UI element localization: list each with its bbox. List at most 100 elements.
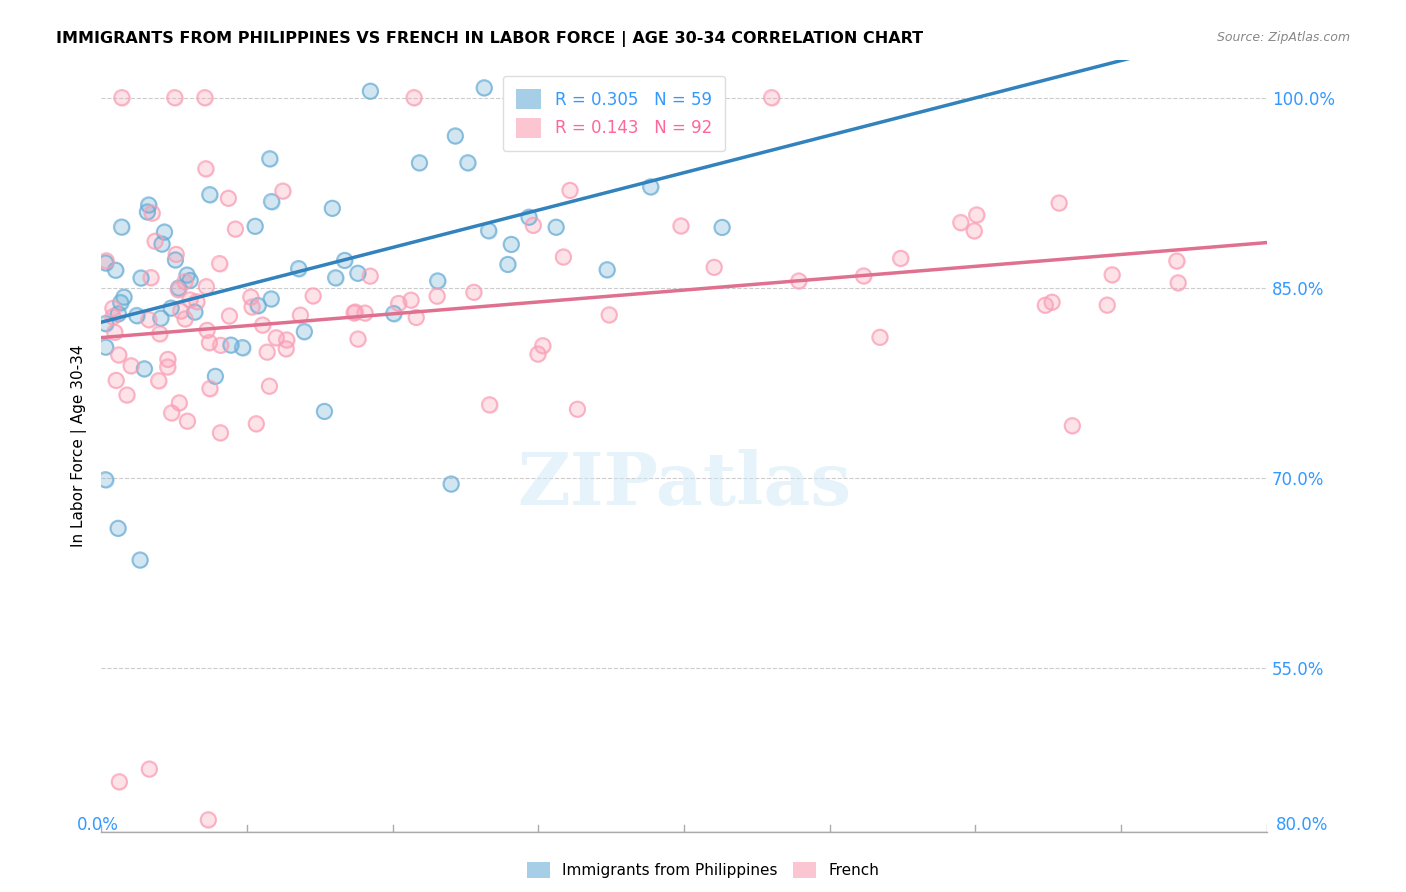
- Point: [457, 155, 479, 169]
- Point: [94, 317, 117, 331]
- Point: [325, 270, 347, 285]
- Point: [198, 382, 221, 396]
- Point: [382, 306, 405, 320]
- Point: [1047, 196, 1070, 211]
- Point: [141, 206, 163, 220]
- Point: [252, 318, 274, 332]
- Point: [129, 553, 152, 567]
- Point: [567, 402, 589, 417]
- Point: [107, 307, 129, 321]
- Point: [1062, 418, 1084, 433]
- Point: [208, 256, 231, 270]
- Point: [711, 220, 734, 235]
- Point: [138, 312, 160, 326]
- Point: [501, 237, 523, 252]
- Point: [143, 234, 166, 248]
- Point: [963, 224, 986, 238]
- Point: [531, 339, 554, 353]
- Point: [359, 84, 381, 98]
- Point: [138, 312, 160, 326]
- Point: [496, 258, 519, 272]
- Point: [198, 187, 221, 202]
- Point: [96, 253, 118, 268]
- Point: [136, 205, 159, 219]
- Point: [426, 274, 449, 288]
- Point: [209, 425, 232, 440]
- Point: [354, 306, 377, 320]
- Point: [408, 155, 430, 169]
- Point: [134, 361, 156, 376]
- Point: [761, 90, 783, 104]
- Text: 0.0%: 0.0%: [77, 816, 120, 834]
- Point: [343, 306, 366, 320]
- Point: [669, 219, 692, 233]
- Point: [292, 325, 315, 339]
- Point: [344, 305, 367, 319]
- Point: [111, 90, 134, 104]
- Point: [711, 220, 734, 235]
- Point: [1166, 254, 1188, 268]
- Point: [519, 118, 541, 132]
- Point: [149, 311, 172, 326]
- Point: [596, 262, 619, 277]
- Point: [426, 289, 449, 303]
- Point: [290, 308, 312, 322]
- Point: [260, 292, 283, 306]
- Point: [1101, 268, 1123, 282]
- Point: [598, 308, 620, 322]
- Point: [110, 295, 132, 310]
- Point: [287, 261, 309, 276]
- Point: [387, 296, 409, 310]
- Point: [558, 183, 581, 197]
- Point: [111, 90, 134, 104]
- Point: [440, 477, 463, 491]
- Point: [869, 330, 891, 344]
- Point: [105, 373, 128, 387]
- Point: [247, 299, 270, 313]
- Point: [163, 90, 186, 104]
- Point: [224, 222, 246, 236]
- Point: [94, 473, 117, 487]
- Point: [259, 152, 281, 166]
- Point: [197, 813, 219, 827]
- Point: [240, 300, 263, 314]
- Point: [252, 318, 274, 332]
- Point: [527, 347, 550, 361]
- Point: [110, 220, 132, 235]
- Point: [354, 306, 377, 320]
- Point: [170, 304, 193, 318]
- Point: [186, 294, 208, 309]
- Point: [259, 152, 281, 166]
- Point: [426, 289, 449, 303]
- Point: [101, 301, 124, 316]
- Point: [169, 396, 191, 410]
- Point: [198, 335, 221, 350]
- Point: [522, 219, 544, 233]
- Point: [129, 271, 152, 285]
- Point: [472, 80, 495, 95]
- Point: [138, 762, 160, 776]
- Point: [271, 184, 294, 198]
- Point: [165, 252, 187, 267]
- Point: [112, 290, 135, 304]
- Point: [104, 326, 127, 340]
- Point: [477, 224, 499, 238]
- Point: [852, 268, 875, 283]
- Point: [231, 341, 253, 355]
- Point: [546, 220, 568, 235]
- Point: [150, 237, 173, 252]
- Point: [703, 260, 725, 275]
- Point: [115, 388, 138, 402]
- Point: [387, 296, 409, 310]
- Point: [115, 388, 138, 402]
- Point: [231, 341, 253, 355]
- Point: [256, 345, 278, 359]
- Point: [165, 247, 187, 261]
- Point: [194, 161, 217, 176]
- Point: [640, 179, 662, 194]
- Point: [287, 261, 309, 276]
- Point: [787, 274, 810, 288]
- Point: [107, 348, 129, 362]
- Point: [110, 295, 132, 310]
- Point: [176, 414, 198, 428]
